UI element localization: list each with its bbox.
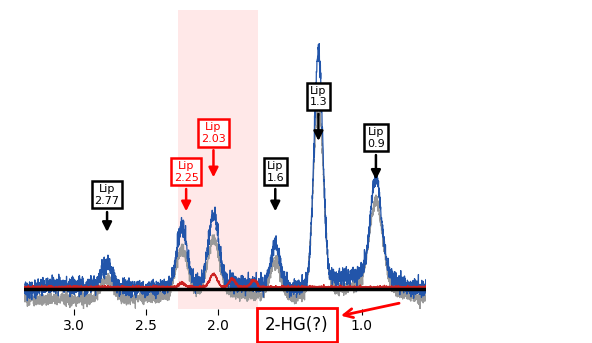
Text: Lip
1.3: Lip 1.3 (310, 86, 327, 138)
Bar (178, 10, 258, 309)
Text: 2-HG(?): 2-HG(?) (265, 303, 399, 334)
Text: Lip
2.03: Lip 2.03 (201, 122, 226, 175)
Text: Lip
1.6: Lip 1.6 (266, 161, 284, 209)
Text: Lip
0.9: Lip 0.9 (367, 127, 385, 177)
Text: Lip
2.77: Lip 2.77 (95, 184, 120, 229)
Text: Lip
2.25: Lip 2.25 (173, 161, 198, 209)
